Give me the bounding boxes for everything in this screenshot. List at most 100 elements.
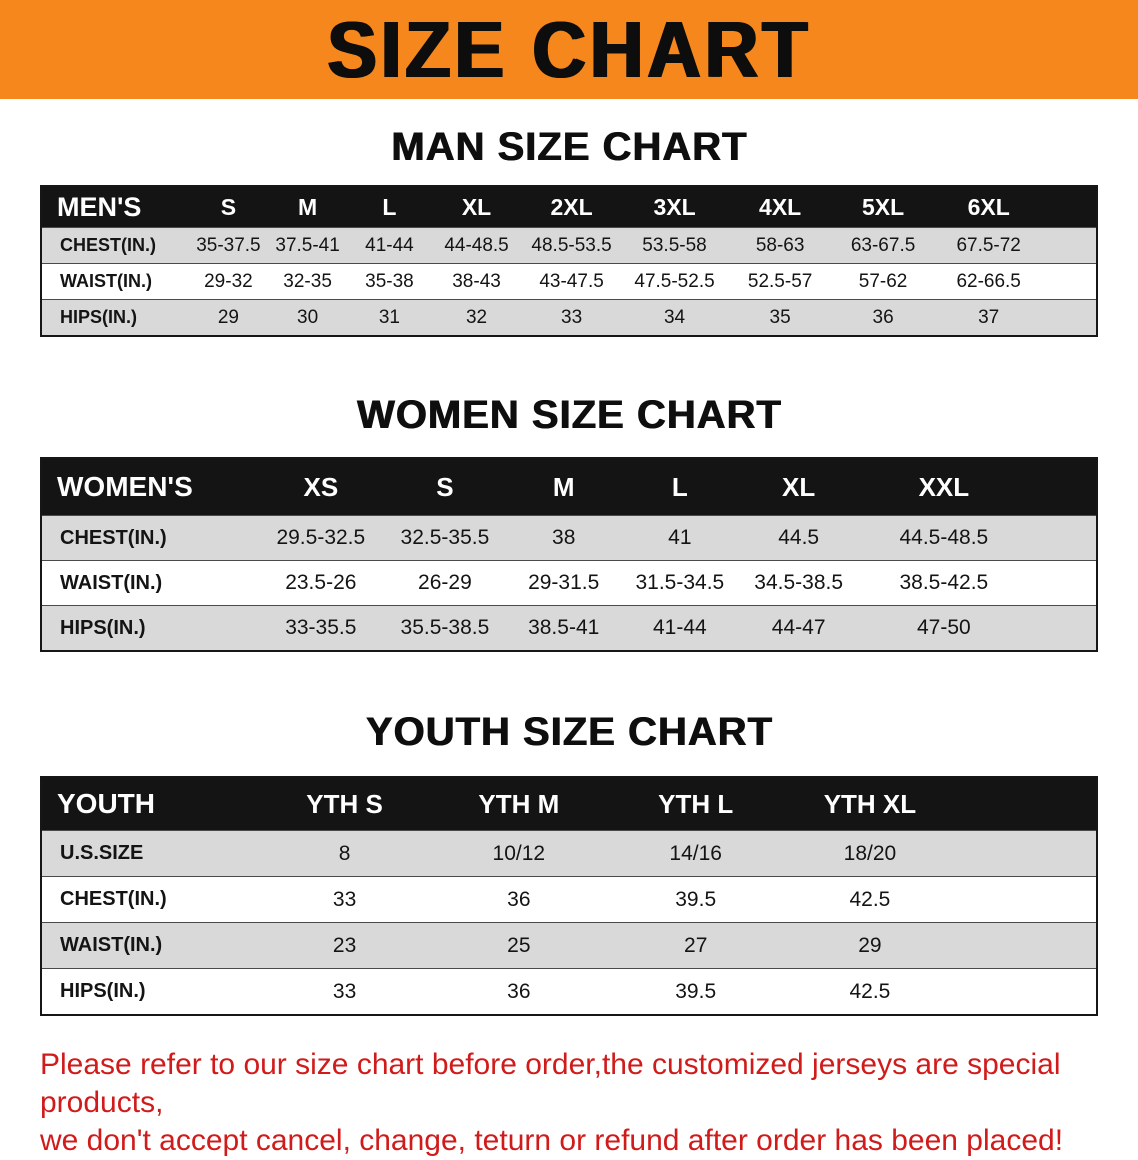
size-column-header: YTH XL	[780, 777, 960, 831]
measurement-value: 62-66.5	[933, 263, 1045, 300]
size-column-header: L	[621, 458, 738, 516]
row-spacer-cell	[1044, 299, 1097, 336]
size-column-header: 6XL	[933, 186, 1045, 228]
size-chart-title: SIZE CHART	[327, 4, 811, 95]
disclaimer-line-2: we don't accept cancel, change, teturn o…	[40, 1124, 1064, 1157]
measurement-row: CHEST(IN.) 29.5-32.5 32.5-35.5 38 41 44.5 44.5…	[41, 515, 1097, 561]
table-title-cell: WOMEN'S	[41, 458, 258, 516]
row-label: U.S.SIZE	[41, 830, 263, 877]
size-column-header: YTH M	[426, 777, 612, 831]
measurement-value: 29	[188, 299, 269, 336]
measurement-value: 26-29	[384, 560, 506, 606]
measurement-value: 35-38	[347, 263, 432, 300]
measurement-value: 44-48.5	[431, 227, 522, 264]
measurement-value: 33	[521, 299, 622, 336]
youth-size-table: YOUTH YTH S YTH M YTH L YTH XL U.S.SIZE 8 10/12…	[40, 776, 1098, 1016]
measurement-value: 44-47	[737, 605, 860, 651]
measurement-value: 14/16	[611, 830, 781, 877]
size-column-header: S	[384, 458, 506, 516]
row-label: WAIST(IN.)	[41, 560, 258, 606]
size-column-header: YTH S	[262, 777, 427, 831]
table-header-row: MEN'S S M L XL 2XL 3XL 4XL 5XL 6XL	[41, 186, 1097, 228]
measurement-value: 39.5	[611, 968, 781, 1015]
measurement-value: 44.5-48.5	[859, 515, 1029, 561]
header-spacer-cell	[1044, 186, 1097, 228]
row-label: CHEST(IN.)	[41, 876, 263, 923]
measurement-value: 32-35	[268, 263, 348, 300]
size-column-header: XL	[737, 458, 860, 516]
measurement-row: HIPS(IN.) 29 30 31 32 33 34 35 36 37	[41, 299, 1097, 336]
measurement-value: 8	[262, 830, 427, 877]
measurement-value: 31.5-34.5	[621, 560, 738, 606]
measurement-value: 25	[426, 922, 612, 969]
measurement-value: 57-62	[832, 263, 934, 300]
measurement-value: 43-47.5	[521, 263, 622, 300]
measurement-row: HIPS(IN.) 33-35.5 35.5-38.5 38.5-41 41-44 44-…	[41, 605, 1097, 651]
size-chart-banner: SIZE CHART	[0, 0, 1138, 99]
measurement-value: 23.5-26	[257, 560, 385, 606]
measurement-value: 58-63	[727, 227, 833, 264]
row-spacer-cell	[1028, 515, 1097, 561]
size-column-header: XL	[431, 186, 522, 228]
measurement-value: 10/12	[426, 830, 612, 877]
women-size-table: WOMEN'S XS S M L XL XXL CHEST(IN.) 29.5-32.5 32.5…	[40, 457, 1098, 652]
measurement-value: 41-44	[347, 227, 432, 264]
header-spacer-cell	[1028, 458, 1097, 516]
table-header-row: YOUTH YTH S YTH M YTH L YTH XL	[41, 777, 1097, 831]
measurement-value: 29-31.5	[505, 560, 622, 606]
measurement-value: 63-67.5	[832, 227, 934, 264]
size-column-header: 3XL	[621, 186, 728, 228]
row-label: CHEST(IN.)	[41, 515, 258, 561]
measurement-value: 47.5-52.5	[621, 263, 728, 300]
size-column-header: M	[268, 186, 348, 228]
measurement-value: 36	[426, 968, 612, 1015]
measurement-value: 37.5-41	[268, 227, 348, 264]
measurement-value: 33	[262, 876, 427, 923]
table-title-cell: YOUTH	[41, 777, 263, 831]
measurement-value: 38-43	[431, 263, 522, 300]
measurement-row: WAIST(IN.) 23 25 27 29	[41, 922, 1097, 969]
man-size-chart-heading: MAN SIZE CHART	[390, 125, 748, 169]
row-label: WAIST(IN.)	[41, 263, 189, 300]
row-spacer-cell	[1044, 263, 1097, 300]
measurement-value: 52.5-57	[727, 263, 833, 300]
measurement-row: WAIST(IN.) 23.5-26 26-29 29-31.5 31.5-34.5 34…	[41, 560, 1097, 606]
measurement-value: 32.5-35.5	[384, 515, 506, 561]
row-spacer-cell	[959, 830, 1097, 877]
table-title-cell: MEN'S	[41, 186, 189, 228]
size-column-header: XS	[257, 458, 385, 516]
measurement-value: 32	[431, 299, 522, 336]
measurement-value: 27	[611, 922, 781, 969]
row-spacer-cell	[959, 968, 1097, 1015]
measurement-value: 41	[621, 515, 738, 561]
row-spacer-cell	[1044, 227, 1097, 264]
men-size-table: MEN'S S M L XL 2XL 3XL 4XL 5XL 6XL CHEST(IN.) 35-37…	[40, 185, 1098, 337]
measurement-value: 34	[621, 299, 728, 336]
measurement-value: 44.5	[737, 515, 860, 561]
measurement-value: 47-50	[859, 605, 1029, 651]
row-spacer-cell	[1028, 605, 1097, 651]
table-header-row: WOMEN'S XS S M L XL XXL	[41, 458, 1097, 516]
measurement-row: CHEST(IN.) 33 36 39.5 42.5	[41, 876, 1097, 923]
row-label: HIPS(IN.)	[41, 299, 189, 336]
header-spacer-cell	[959, 777, 1097, 831]
row-label: HIPS(IN.)	[41, 968, 263, 1015]
women-size-chart-heading: WOMEN SIZE CHART	[356, 393, 782, 437]
measurement-value: 23	[262, 922, 427, 969]
row-spacer-cell	[959, 922, 1097, 969]
measurement-value: 35	[727, 299, 833, 336]
measurement-value: 36	[426, 876, 612, 923]
measurement-value: 35-37.5	[188, 227, 269, 264]
size-column-header: S	[188, 186, 269, 228]
measurement-value: 36	[832, 299, 934, 336]
measurement-value: 29	[780, 922, 960, 969]
row-label: HIPS(IN.)	[41, 605, 258, 651]
measurement-value: 42.5	[780, 876, 960, 923]
size-column-header: XXL	[859, 458, 1029, 516]
measurement-row: WAIST(IN.) 29-32 32-35 35-38 38-43 43-47.5 47.…	[41, 263, 1097, 300]
row-label: CHEST(IN.)	[41, 227, 189, 264]
row-spacer-cell	[959, 876, 1097, 923]
measurement-value: 67.5-72	[933, 227, 1045, 264]
measurement-row: U.S.SIZE 8 10/12 14/16 18/20	[41, 830, 1097, 877]
measurement-value: 33-35.5	[257, 605, 385, 651]
